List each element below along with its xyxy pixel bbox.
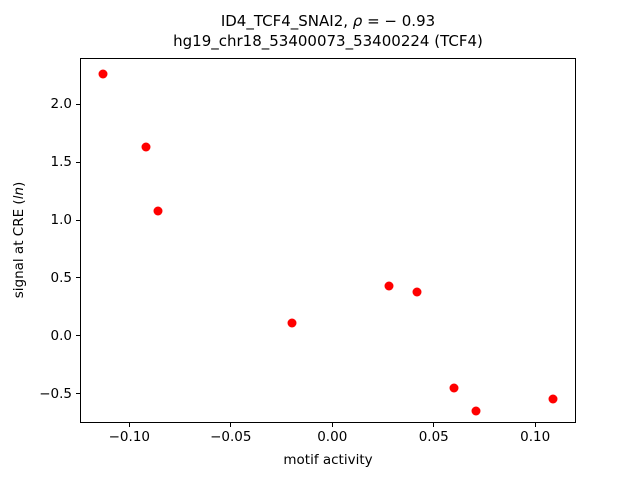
x-tick-mark — [128, 423, 130, 427]
x-tick-mark — [331, 423, 333, 427]
chart-title: ID4_TCF4_SNAI2, ρ = − 0.93 hg19_chr18_53… — [80, 11, 576, 51]
x-tick-mark — [433, 423, 435, 427]
scatter-point — [98, 69, 108, 79]
scatter-point — [548, 394, 558, 404]
y-tick-mark — [76, 277, 80, 279]
scatter-point — [153, 206, 163, 216]
title-text-prefix: ID4_TCF4_SNAI2, — [220, 12, 353, 30]
y-tick-label: 2.0 — [50, 96, 72, 113]
scatter-point — [287, 318, 297, 328]
scatter-point — [449, 383, 459, 393]
y-tick-label: −0.5 — [39, 385, 72, 402]
y-tick-mark — [76, 393, 80, 395]
x-tick-label: −0.05 — [210, 429, 252, 445]
rho-symbol: ρ — [352, 12, 363, 30]
scatter-point — [384, 281, 394, 291]
chart-title-line1: ID4_TCF4_SNAI2, ρ = − 0.93 — [80, 11, 576, 31]
scatter-point — [471, 406, 481, 416]
scatter-point — [141, 142, 151, 152]
y-tick-label: 1.5 — [50, 154, 72, 171]
y-tick-label: 0.0 — [50, 327, 72, 344]
x-tick-label: 0.05 — [418, 429, 449, 445]
x-tick-label: 0.10 — [520, 429, 551, 445]
x-tick-label: −0.10 — [108, 429, 150, 445]
y-tick-label: 0.5 — [50, 269, 72, 286]
plot-area — [80, 58, 576, 423]
x-tick-label: 0.00 — [317, 429, 348, 445]
y-tick-mark — [76, 161, 80, 163]
x-tick-mark — [534, 423, 536, 427]
chart-title-line2: hg19_chr18_53400073_53400224 (TCF4) — [173, 32, 483, 50]
x-tick-mark — [230, 423, 232, 427]
y-tick-label: 1.0 — [50, 212, 72, 229]
scatter-point — [412, 287, 422, 297]
y-axis-label-suffix: ) — [11, 181, 27, 187]
y-tick-mark — [76, 219, 80, 221]
title-correlation-value: = − 0.93 — [362, 12, 436, 30]
y-tick-mark — [76, 335, 80, 337]
y-tick-mark — [76, 103, 80, 105]
x-axis-label: motif activity — [283, 452, 373, 468]
y-axis-label-ln: ln — [11, 186, 27, 200]
